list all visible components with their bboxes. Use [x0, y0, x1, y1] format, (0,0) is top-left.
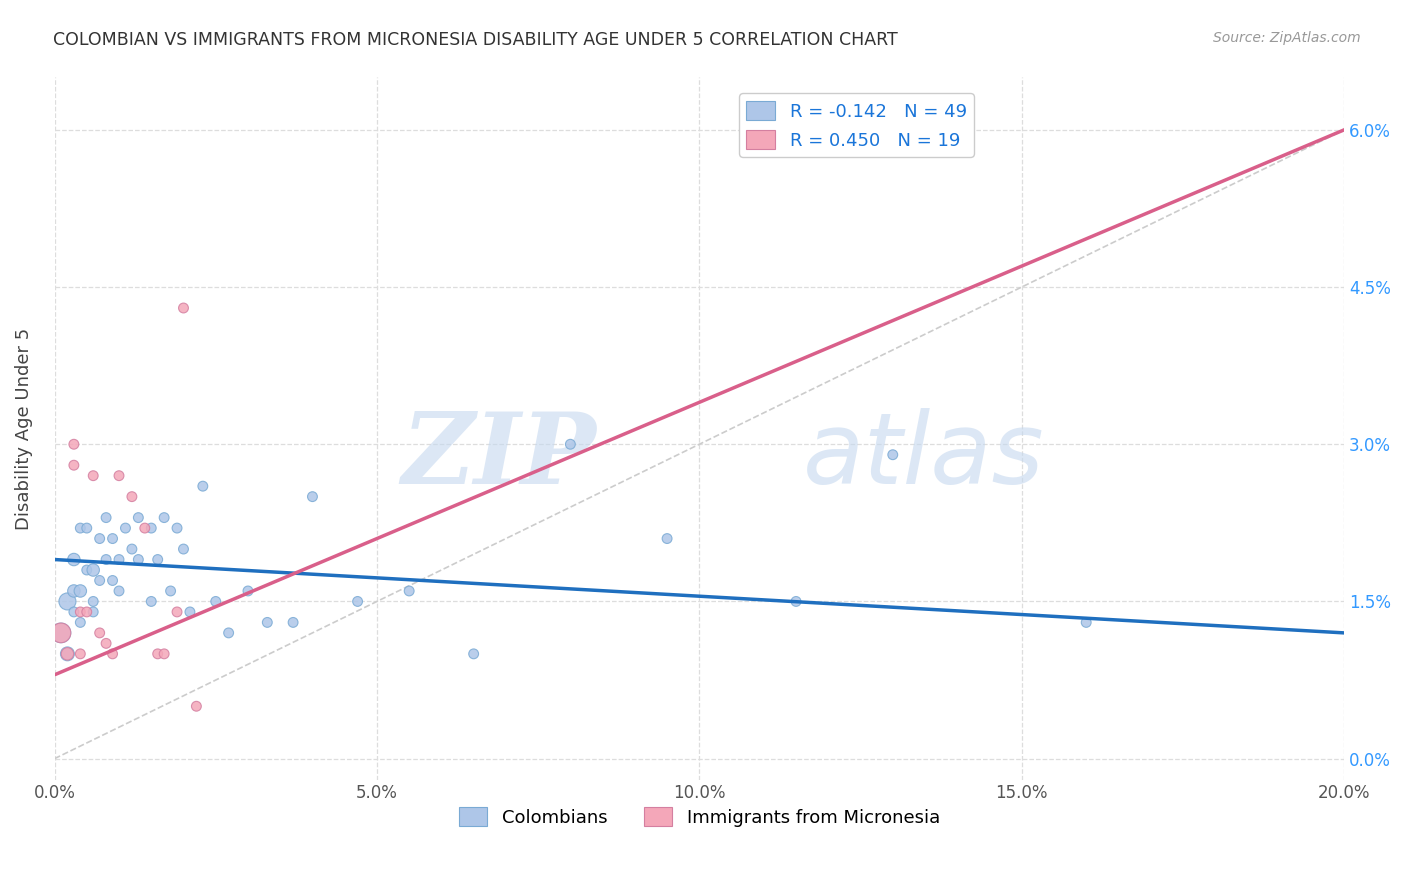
Point	[256, 615, 278, 630]
Point	[89, 574, 111, 588]
Point	[69, 521, 91, 535]
Point	[301, 490, 323, 504]
Point	[76, 605, 98, 619]
Text: atlas: atlas	[803, 409, 1045, 505]
Point	[49, 626, 72, 640]
Point	[76, 521, 98, 535]
Point	[69, 584, 91, 599]
Point	[56, 594, 79, 608]
Point	[101, 647, 124, 661]
Point	[204, 594, 226, 608]
Point	[101, 574, 124, 588]
Point	[63, 458, 86, 473]
Point	[89, 626, 111, 640]
Point	[121, 542, 143, 557]
Point	[121, 490, 143, 504]
Point	[63, 437, 86, 451]
Point	[114, 521, 136, 535]
Point	[159, 584, 181, 599]
Point	[127, 510, 149, 524]
Text: ZIP: ZIP	[401, 409, 596, 505]
Point	[1076, 615, 1098, 630]
Y-axis label: Disability Age Under 5: Disability Age Under 5	[15, 327, 32, 530]
Point	[69, 647, 91, 661]
Point	[141, 521, 163, 535]
Point	[69, 605, 91, 619]
Point	[191, 479, 214, 493]
Point	[146, 552, 169, 566]
Point	[89, 532, 111, 546]
Point	[76, 563, 98, 577]
Point	[186, 699, 208, 714]
Point	[63, 584, 86, 599]
Text: COLOMBIAN VS IMMIGRANTS FROM MICRONESIA DISABILITY AGE UNDER 5 CORRELATION CHART: COLOMBIAN VS IMMIGRANTS FROM MICRONESIA …	[53, 31, 898, 49]
Point	[101, 532, 124, 546]
Point	[56, 647, 79, 661]
Point	[785, 594, 807, 608]
Point	[108, 552, 131, 566]
Point	[82, 563, 104, 577]
Point	[463, 647, 485, 661]
Point	[882, 448, 904, 462]
Point	[82, 605, 104, 619]
Point	[108, 468, 131, 483]
Point	[398, 584, 420, 599]
Point	[146, 647, 169, 661]
Point	[108, 584, 131, 599]
Point	[56, 647, 79, 661]
Point	[63, 552, 86, 566]
Point	[94, 552, 117, 566]
Point	[560, 437, 582, 451]
Point	[94, 636, 117, 650]
Point	[141, 594, 163, 608]
Point	[166, 521, 188, 535]
Point	[153, 647, 176, 661]
Point	[82, 468, 104, 483]
Point	[236, 584, 259, 599]
Point	[281, 615, 304, 630]
Point	[153, 510, 176, 524]
Point	[94, 510, 117, 524]
Point	[346, 594, 368, 608]
Point	[655, 532, 678, 546]
Point	[134, 521, 156, 535]
Point	[173, 301, 195, 315]
Text: Source: ZipAtlas.com: Source: ZipAtlas.com	[1213, 31, 1361, 45]
Point	[69, 615, 91, 630]
Point	[179, 605, 201, 619]
Point	[173, 542, 195, 557]
Point	[49, 626, 72, 640]
Point	[63, 605, 86, 619]
Point	[166, 605, 188, 619]
Point	[127, 552, 149, 566]
Legend: Colombians, Immigrants from Micronesia: Colombians, Immigrants from Micronesia	[451, 799, 948, 834]
Point	[82, 594, 104, 608]
Point	[218, 626, 240, 640]
